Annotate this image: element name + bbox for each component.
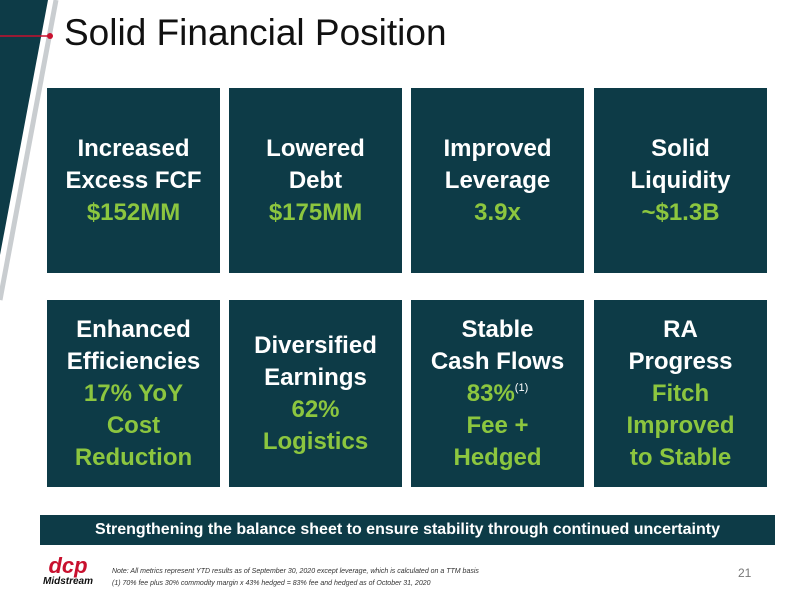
card: Stable Cash Flows 83%(1) Fee + Hedged xyxy=(411,300,584,487)
logo-sub: Midstream xyxy=(42,576,93,587)
card-highlight: 62% xyxy=(291,395,340,423)
card-highlight-row: Hedged xyxy=(453,442,541,474)
title-dot xyxy=(47,33,53,39)
card-highlight: Logistics xyxy=(262,427,369,455)
card-highlight: Hedged xyxy=(453,443,542,471)
card-highlight: Fitch xyxy=(651,379,710,407)
card-line: Leverage xyxy=(444,166,551,194)
card-highlight: 3.9x xyxy=(474,198,521,226)
banner: Strengthening the balance sheet to ensur… xyxy=(40,515,775,545)
card-highlight-row: Improved xyxy=(626,410,734,442)
card-highlight-row: $175MM xyxy=(269,197,362,229)
card: Solid Liquidity ~$1.3B xyxy=(594,88,767,273)
card-highlight: 17% YoY xyxy=(83,379,184,407)
card-highlight-row: 62% xyxy=(291,394,339,426)
card-line: Diversified xyxy=(254,331,377,359)
card-line: Excess FCF xyxy=(65,166,202,194)
card: Lowered Debt $175MM xyxy=(229,88,402,273)
card-line: Lowered xyxy=(266,134,365,162)
card-highlight: Fee + xyxy=(466,411,529,439)
card: Enhanced Efficiencies 17% YoY Cost Reduction xyxy=(47,300,220,487)
card-highlight-row: Fitch xyxy=(652,378,709,410)
card: Diversified Earnings 62% Logistics xyxy=(229,300,402,487)
note: Note: All metrics represent YTD results … xyxy=(112,568,479,575)
title: Solid Financial Position xyxy=(64,12,447,53)
card-highlight-row: to Stable xyxy=(630,442,731,474)
card: RA Progress Fitch Improved to Stable xyxy=(594,300,767,487)
page-number: 21 xyxy=(738,566,752,580)
card: Increased Excess FCF $152MM xyxy=(47,88,220,273)
card-line: Earnings xyxy=(264,363,367,391)
card-line: Progress xyxy=(628,347,733,375)
card-line: Liquidity xyxy=(630,166,731,194)
card-line: Efficiencies xyxy=(66,347,201,375)
card-line: RA xyxy=(663,315,698,343)
card-highlight-row: ~$1.3B xyxy=(641,197,719,229)
card-highlight: 83% xyxy=(466,379,515,407)
card-highlight-row: 83%(1) xyxy=(467,378,529,410)
note-ref: (1) xyxy=(514,381,529,394)
card-highlight: Improved xyxy=(626,411,735,439)
card-highlight-row: 3.9x xyxy=(474,197,521,229)
card-highlight: ~$1.3B xyxy=(641,198,720,226)
card-line: Debt xyxy=(288,166,343,194)
card-line: Enhanced xyxy=(76,315,191,343)
card-highlight-row: Fee + xyxy=(466,410,528,442)
card-highlight: $152MM xyxy=(86,198,181,226)
card-highlight: Cost xyxy=(106,411,161,439)
card-highlight-row: Reduction xyxy=(75,442,192,474)
card-highlight: to Stable xyxy=(629,443,732,471)
card-highlight-row: Cost xyxy=(107,410,160,442)
card-line: Cash Flows xyxy=(430,347,565,375)
card-highlight-row: $152MM xyxy=(87,197,180,229)
card-highlight-row: Logistics xyxy=(263,426,368,458)
logo: dcp Midstream xyxy=(38,553,98,588)
corner-stripe xyxy=(0,0,59,301)
note: (1) 70% fee plus 30% commodity margin x … xyxy=(112,580,431,587)
card-highlight-row: 17% YoY xyxy=(84,378,183,410)
card-line: Increased xyxy=(77,134,190,162)
card-highlight: Reduction xyxy=(74,443,193,471)
corner-band xyxy=(0,0,48,255)
card: Improved Leverage 3.9x xyxy=(411,88,584,273)
card-line: Stable xyxy=(461,315,534,343)
card-line: Improved xyxy=(443,134,552,162)
card-highlight: $175MM xyxy=(268,198,363,226)
logo-name: dcp xyxy=(48,553,88,578)
card-line: Solid xyxy=(651,134,710,162)
